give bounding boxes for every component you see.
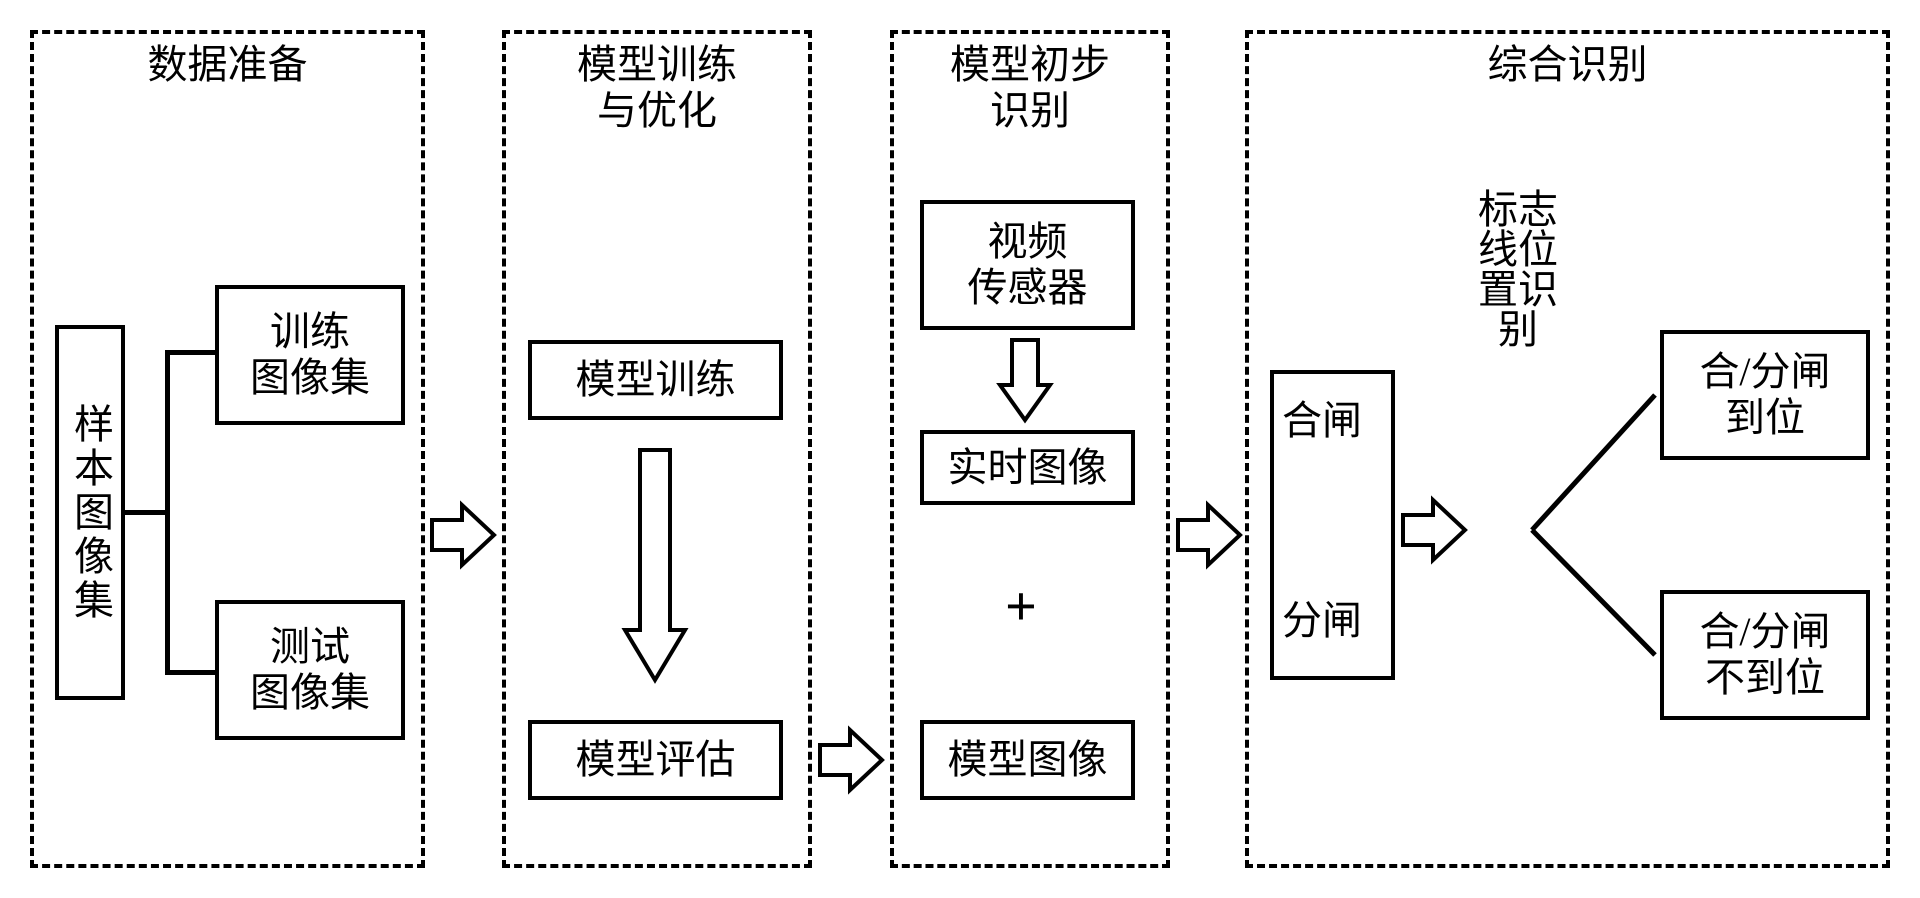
- flow-diagram: 数据准备 模型训练 与优化 模型初步 识别 综合识别 样本图像集 训练 图像集 …: [20, 20, 1900, 878]
- split-lines: [20, 20, 1900, 878]
